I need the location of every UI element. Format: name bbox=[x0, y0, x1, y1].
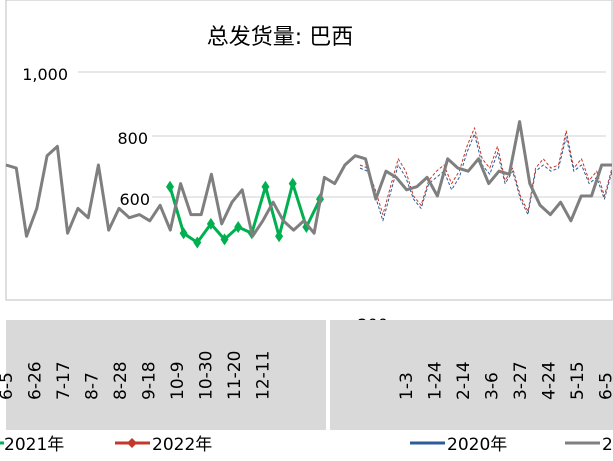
series-line bbox=[5, 120, 612, 238]
x-axis-panel-right bbox=[330, 320, 613, 430]
data-point bbox=[288, 177, 297, 190]
x-tick-label: 7-17 bbox=[54, 361, 74, 400]
legend-panel-right bbox=[330, 430, 613, 461]
y-tick-label: 600 bbox=[119, 190, 150, 209]
x-tick-label: 1-24 bbox=[426, 361, 446, 400]
x-tick-label: 10-30 bbox=[197, 351, 217, 400]
x-tick-label: 8-7 bbox=[83, 372, 103, 400]
legend-label-2021: 2021年 bbox=[4, 435, 64, 455]
data-point bbox=[166, 180, 174, 193]
x-tick-label: 1-3 bbox=[397, 372, 417, 400]
x-tick-label: 8-28 bbox=[111, 361, 131, 400]
data-point bbox=[261, 180, 270, 193]
x-tick-label: 5-15 bbox=[568, 361, 588, 400]
x-tick-label: 11-20 bbox=[225, 351, 245, 400]
x-tick-label: 6-5 bbox=[597, 372, 613, 400]
series-layer bbox=[5, 120, 613, 249]
y-tick-label: 800 bbox=[117, 129, 148, 148]
data-point bbox=[179, 227, 188, 240]
x-tick-label: 4-24 bbox=[540, 361, 560, 400]
data-point bbox=[220, 233, 229, 246]
y-tick-label: 1,000 bbox=[22, 65, 68, 84]
x-tick-label: 3-27 bbox=[511, 361, 531, 400]
x-tick-label: 2-14 bbox=[454, 361, 474, 400]
x-axis-panel-left bbox=[6, 320, 326, 430]
legend-label-2022: 2022年 bbox=[152, 435, 212, 455]
x-tick-label: 6-26 bbox=[26, 361, 46, 400]
legend-panel-left bbox=[0, 430, 326, 461]
x-tick-label: 9-18 bbox=[140, 361, 160, 400]
plot-frame bbox=[5, 0, 613, 301]
chart-title: 总发货量: 巴西 bbox=[207, 25, 353, 50]
legend-label-2023: 2023年 bbox=[602, 435, 613, 455]
data-point bbox=[193, 236, 202, 249]
x-tick-label: 3-6 bbox=[483, 372, 503, 400]
legend-label-2020: 2020年 bbox=[447, 435, 507, 455]
grid bbox=[78, 71, 606, 323]
data-point bbox=[206, 217, 215, 230]
data-point bbox=[275, 230, 284, 243]
x-tick-label: 12-11 bbox=[254, 351, 274, 400]
data-point bbox=[234, 221, 243, 233]
series-line bbox=[359, 127, 613, 216]
x-axis-ticks: 6-5 6-26 7-17 8-7 8-28 9-18 10-9 10-30 11-20 12-1… bbox=[0, 351, 613, 400]
series-line bbox=[359, 133, 613, 222]
legend-marker-2022 bbox=[127, 438, 137, 448]
x-tick-label: 6-5 bbox=[0, 372, 17, 400]
x-tick-label: 10-9 bbox=[168, 361, 188, 400]
